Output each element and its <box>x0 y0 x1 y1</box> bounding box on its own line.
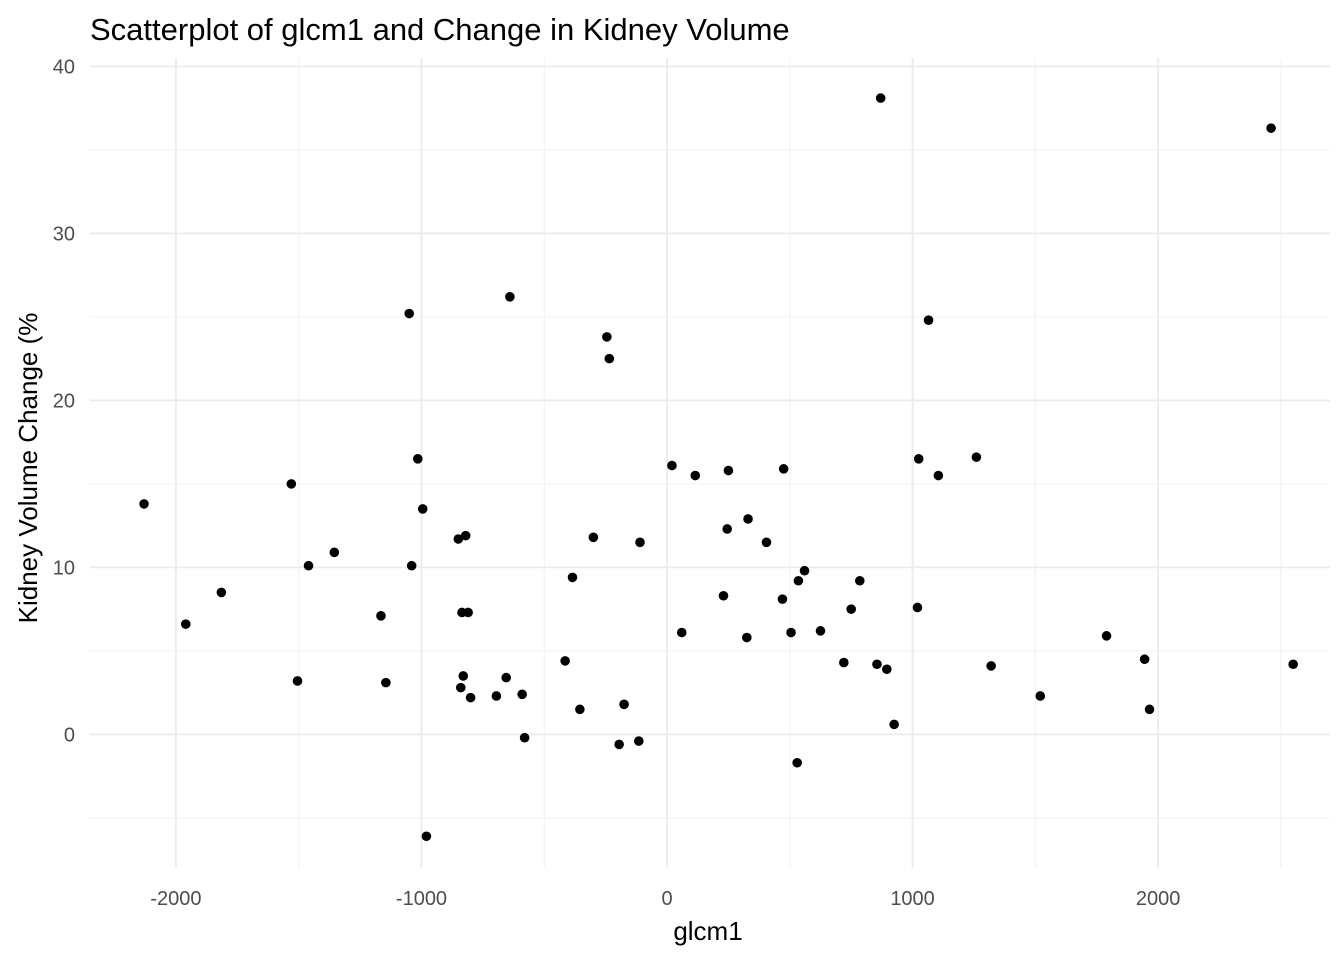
data-point <box>180 619 191 629</box>
data-point <box>376 611 386 621</box>
data-point <box>786 627 796 638</box>
y-tick-label: 0 <box>64 724 75 746</box>
data-point <box>723 465 734 476</box>
data-point <box>913 454 924 464</box>
data-point <box>1144 704 1155 715</box>
data-point <box>743 514 753 524</box>
data-point <box>517 689 527 700</box>
data-point <box>455 682 466 693</box>
data-point <box>1101 631 1112 641</box>
data-point <box>846 604 856 614</box>
data-point <box>923 315 934 326</box>
data-point <box>839 657 849 668</box>
data-point <box>815 626 826 636</box>
data-point <box>292 676 303 686</box>
data-point <box>458 671 469 681</box>
data-point <box>1288 659 1298 670</box>
data-point <box>777 594 788 604</box>
data-point <box>588 532 599 543</box>
data-point <box>303 560 314 571</box>
data-point <box>286 479 297 489</box>
data-point <box>761 537 772 548</box>
data-point <box>722 524 732 534</box>
data-point <box>575 704 585 715</box>
data-point <box>614 739 624 750</box>
data-point <box>778 464 789 474</box>
data-point <box>421 831 432 842</box>
data-point <box>667 460 677 471</box>
y-tick-label: 20 <box>53 390 75 412</box>
data-point <box>1266 123 1276 133</box>
data-point <box>742 632 752 643</box>
data-point <box>986 661 996 671</box>
chart-title: Scatterplot of glcm1 and Change in Kidne… <box>90 12 790 47</box>
x-tick-label: 0 <box>661 888 672 910</box>
data-point <box>933 470 944 481</box>
data-point <box>216 587 227 598</box>
data-point <box>619 699 629 710</box>
data-point <box>690 470 701 481</box>
data-point <box>872 659 882 670</box>
grid <box>90 58 1330 868</box>
data-point <box>854 575 865 586</box>
x-tick-label: -1000 <box>396 888 447 910</box>
data-point <box>567 572 578 583</box>
data-point <box>1035 691 1046 701</box>
data-point <box>519 732 530 743</box>
data-point <box>463 607 473 618</box>
y-tick-label: 30 <box>53 223 75 245</box>
x-tick-label: -2000 <box>150 888 201 910</box>
data-point <box>718 590 729 601</box>
data-point <box>792 757 802 768</box>
y-tick-labels: 0 10 20 30 40 <box>53 56 75 746</box>
x-tick-label: 2000 <box>1136 888 1181 910</box>
data-point <box>413 454 423 464</box>
data-point <box>501 672 511 683</box>
data-point <box>465 692 476 703</box>
data-point <box>417 504 428 514</box>
data-point <box>560 656 570 666</box>
x-tick-labels: -2000 -1000 0 1000 2000 <box>150 888 1180 910</box>
data-point <box>406 560 417 571</box>
x-tick-label: 1000 <box>890 888 935 910</box>
data-point <box>881 664 892 675</box>
data-point <box>491 691 502 701</box>
data-point <box>912 602 923 613</box>
data-point <box>404 308 415 319</box>
x-axis-title: glcm1 <box>673 916 742 946</box>
data-point <box>505 292 515 302</box>
data-point <box>381 677 391 688</box>
data-point <box>453 534 464 544</box>
data-point <box>329 547 340 558</box>
data-point <box>971 452 982 462</box>
y-tick-label: 10 <box>53 557 75 579</box>
data-point <box>602 332 612 342</box>
data-point <box>139 499 149 509</box>
data-point <box>635 537 645 548</box>
data-point <box>604 353 615 364</box>
y-axis-title: Kidney Volume Change (% <box>13 313 43 624</box>
data-point <box>793 575 804 586</box>
data-point <box>460 530 471 541</box>
y-tick-label: 40 <box>53 56 75 78</box>
data-points <box>139 93 1298 842</box>
data-point <box>1139 654 1150 665</box>
data-point <box>875 93 886 103</box>
data-point <box>676 627 687 638</box>
data-point <box>633 736 644 746</box>
data-point <box>799 565 810 576</box>
data-point <box>889 719 899 730</box>
